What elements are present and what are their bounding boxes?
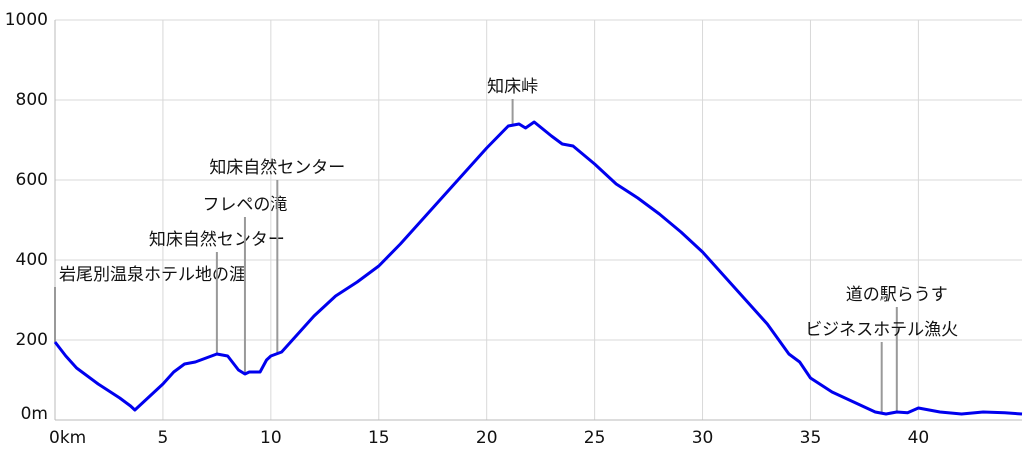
annotation: フレペの滝 bbox=[202, 195, 287, 215]
x-tick-label: 35 bbox=[800, 428, 822, 448]
y-tick-label: 800 bbox=[16, 90, 48, 110]
x-tick-label: 25 bbox=[584, 428, 606, 448]
annotation: ビジネスホテル漁火 bbox=[805, 320, 958, 340]
x-tick-label: 40 bbox=[908, 428, 930, 448]
annotation: 道の駅らうす bbox=[846, 285, 948, 305]
y-tick-label: 200 bbox=[16, 330, 48, 350]
annotation: 知床峠 bbox=[487, 77, 538, 97]
x-tick-label: 20 bbox=[476, 428, 498, 448]
x-tick-label: 30 bbox=[692, 428, 714, 448]
x-tick-label: 5 bbox=[158, 428, 169, 448]
annotation: 知床自然センター bbox=[149, 230, 285, 250]
elevation-line bbox=[53, 120, 1023, 416]
annotation: 岩尾別温泉ホテル地の涯 bbox=[59, 265, 246, 285]
x-tick-label: 0km bbox=[49, 428, 86, 448]
y-tick-label: 400 bbox=[16, 250, 48, 270]
x-tick-label: 15 bbox=[368, 428, 390, 448]
x-tick-label: 10 bbox=[260, 428, 282, 448]
annotation: 知床自然センター bbox=[209, 158, 345, 178]
y-tick-label: 600 bbox=[16, 170, 48, 190]
y-tick-label: 1000 bbox=[5, 10, 48, 30]
y-tick-label: 0m bbox=[21, 404, 48, 424]
